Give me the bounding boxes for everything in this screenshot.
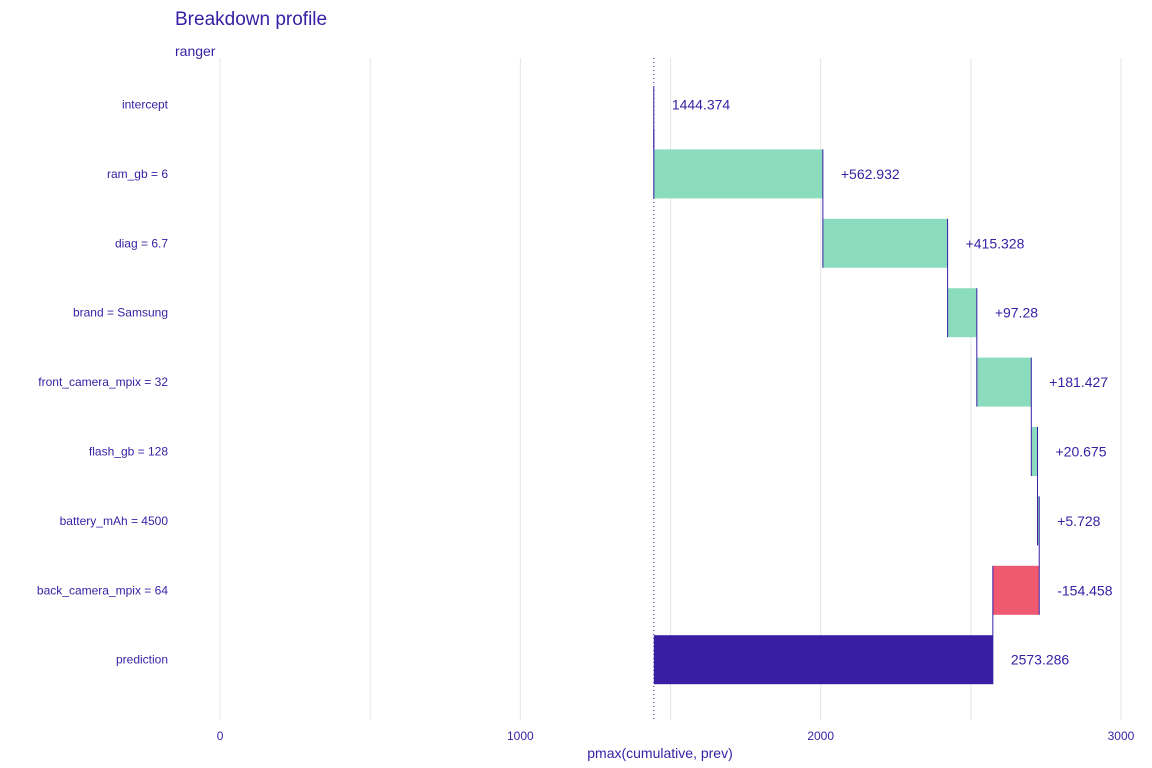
value-label: 1444.374 xyxy=(672,97,731,113)
value-label: +181.427 xyxy=(1049,374,1108,390)
value-label: +5.728 xyxy=(1057,513,1100,529)
x-tick-label: 0 xyxy=(217,729,224,743)
bar-positive xyxy=(947,288,977,338)
bar-positive xyxy=(1031,427,1038,476)
chart-title: Breakdown profile xyxy=(175,9,327,30)
chart-subtitle: ranger xyxy=(175,43,216,59)
x-tick-label: 3000 xyxy=(1108,729,1135,743)
value-label: +20.675 xyxy=(1056,444,1107,460)
bar-prediction xyxy=(653,635,993,685)
x-axis-label: pmax(cumulative, prev) xyxy=(587,745,733,761)
bar-positive xyxy=(1037,496,1040,546)
y-axis-label: ram_gb = 6 xyxy=(107,167,168,181)
bars xyxy=(653,87,1040,685)
y-axis-label: flash_gb = 128 xyxy=(89,445,168,459)
y-axis-label: diag = 6.7 xyxy=(115,236,168,250)
bar-negative xyxy=(992,565,1040,615)
value-label: +562.932 xyxy=(841,166,900,182)
bar-positive xyxy=(653,149,823,199)
y-axis-label: battery_mAh = 4500 xyxy=(60,514,169,528)
y-axis-label: front_camera_mpix = 32 xyxy=(38,375,168,389)
y-axis-label: brand = Samsung xyxy=(73,306,168,320)
labels: intercept 1444.374 ram_gb = 6 +562.932 diag … xyxy=(37,97,1113,668)
value-label: -154.458 xyxy=(1057,582,1112,598)
bar-positive xyxy=(976,357,1032,407)
value-label: 2573.286 xyxy=(1011,652,1070,668)
y-axis-label: back_camera_mpix = 64 xyxy=(37,583,168,597)
x-tick-label: 2000 xyxy=(807,729,834,743)
value-label: +415.328 xyxy=(966,235,1025,251)
x-tick-label: 1000 xyxy=(507,729,534,743)
value-label: +97.28 xyxy=(995,305,1038,321)
bar-positive xyxy=(822,218,948,268)
y-axis-label: intercept xyxy=(122,98,169,112)
y-axis-label: prediction xyxy=(116,653,168,667)
x-axis-ticks: 0 1000 2000 3000 xyxy=(217,729,1135,743)
connectors xyxy=(653,129,1040,685)
